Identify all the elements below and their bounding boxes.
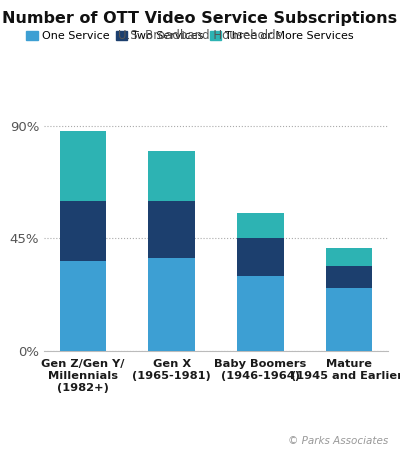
Bar — [237, 213, 284, 238]
Text: © Parks Associates: © Parks Associates — [288, 436, 388, 446]
Bar — [237, 276, 284, 351]
Legend: One Service, Two Services, Three or More Services: One Service, Two Services, Three or More… — [22, 26, 358, 45]
Bar — [326, 266, 372, 288]
Bar — [237, 238, 284, 276]
Bar — [148, 258, 195, 351]
Bar — [60, 261, 106, 351]
Bar — [148, 151, 195, 201]
Bar — [326, 248, 372, 266]
Text: Number of OTT Video Service Subscriptions: Number of OTT Video Service Subscription… — [2, 11, 398, 26]
Bar — [60, 130, 106, 201]
Bar — [148, 201, 195, 258]
Bar — [60, 201, 106, 261]
Bar — [326, 288, 372, 351]
Text: U.S. Broadband Households: U.S. Broadband Households — [118, 29, 282, 42]
